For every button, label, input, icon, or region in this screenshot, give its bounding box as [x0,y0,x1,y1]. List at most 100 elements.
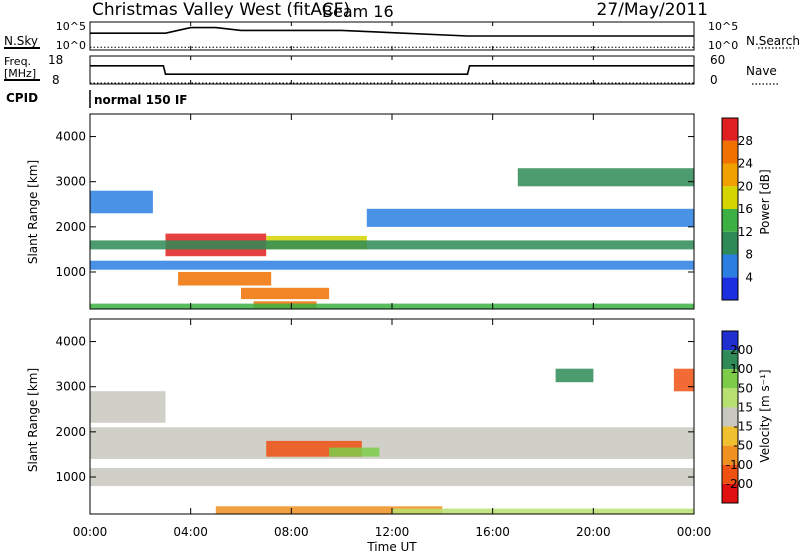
velocity-colorbar-tick-3: 15 [738,400,753,414]
velocity-panel: 1000 2000 3000 4000 Slant Range [km] [26,318,695,515]
freq-panel: Freq. [MHz] 18 8 60 0 Nave [4,53,780,87]
velocity-colorbar-swatch-5 [722,426,738,446]
nsearch-label: N.Search [746,34,800,48]
power-colorbar-swatch-3 [722,209,738,232]
xtick-label-5: 20:00 [576,525,611,539]
time-x-axis: 00:00 04:00 08:00 12:00 16:00 20:00 00:00 [73,22,712,539]
power-colorbar-tick-4: 20 [738,179,753,193]
power-colorbar-swatch-6 [722,140,738,164]
power-region-8 [366,208,694,227]
xtick-label-0: 00:00 [73,525,108,539]
velocity-colorbar-tick-4: -15 [733,420,753,434]
velocity-colorbar-tick-5: -50 [733,439,753,453]
xtick-label-6: 00:00 [677,525,712,539]
power-colorbar: 4 8 12 16 20 24 28 [721,117,753,301]
freq-label: Freq. [4,55,31,68]
nsky-series [90,26,694,48]
xtick-label-3: 12:00 [375,525,410,539]
velocity-colorbar-tick-7: -200 [726,477,753,491]
velocity-colorbar-swatch-7 [722,464,738,484]
velocity-ytick-label-3: 4000 [55,335,86,349]
date-label: 27/May/2011 [597,0,709,20]
nave-tick-bottom: 0 [710,73,718,87]
velocity-colorbar-frame [721,330,739,504]
velocity-region-1 [90,468,694,487]
velocity-colorbar-swatch-6 [722,445,738,465]
velocity-colorbar-label: Velocity [m s⁻¹] [758,369,772,462]
velocity-colorbar-swatch-2 [722,369,738,389]
xtick-label-4: 16:00 [475,525,510,539]
velocity-region-6 [392,508,694,514]
power-region-5 [90,240,694,250]
velocity-colorbar-swatch-8 [722,483,738,503]
x-axis-label: Time UT [366,540,417,554]
power-region-2 [241,287,330,300]
nsky-panel: N.Sky 10^5 10^0 10^5 10^0 N.Search [4,20,800,52]
velocity-region-5 [215,506,443,514]
freq-unit-label: [MHz] [4,67,36,80]
power-colorbar-swatch-4 [722,186,738,209]
power-ytick-label-3: 4000 [55,130,86,144]
power-colorbar-swatch-2 [722,231,738,255]
series-line-freq [90,65,694,75]
beam-label: Beam 16 [322,2,394,21]
xtick-label-1: 04:00 [173,525,208,539]
velocity-heatmap [90,368,694,514]
freq-tick-top: 18 [48,53,63,67]
power-ytick-label-1: 2000 [55,220,86,234]
power-colorbar-tick-0: 4 [745,270,753,284]
power-heatmap [90,168,694,309]
power-region-9 [517,168,694,187]
power-ytick-label-2: 3000 [55,175,86,189]
nave-label: Nave [746,64,777,78]
nsky-tick-bottom: 10^0 [56,39,86,52]
power-colorbar-frame [721,117,739,301]
velocity-region-7 [555,368,594,383]
power-ylabel: Slant Range [km] [26,160,40,264]
power-colorbar-swatch-5 [722,163,738,187]
velocity-ytick-label-0: 1000 [55,470,86,484]
velocity-y-axis: 1000 2000 3000 4000 [55,335,694,484]
velocity-colorbar-tick-1: 100 [730,362,753,376]
station-title: Christmas Valley West (fitACF) [92,0,350,20]
xtick-label-2: 08:00 [274,525,309,539]
nsky-label: N.Sky [4,34,38,48]
velocity-region-0 [90,427,694,459]
velocity-region-4 [329,447,380,457]
power-y-axis: 1000 2000 3000 4000 [55,130,694,279]
freq-tick-bottom: 8 [52,73,60,87]
nsearch-tick-top: 10^5 [708,20,738,33]
freq-series [90,65,694,84]
power-region-6 [90,260,694,270]
nsearch-tick-bottom: 10^0 [708,39,738,52]
velocity-colorbar-tick-2: 50 [738,381,753,395]
velocity-colorbar-swatch-3 [722,388,738,408]
velocity-region-8 [673,368,694,392]
velocity-region-2 [90,391,166,423]
velocity-colorbar-swatch-4 [722,407,738,427]
velocity-ylabel: Slant Range [km] [26,368,40,472]
power-colorbar-tick-3: 16 [738,202,753,216]
series-line-nsky [90,26,694,37]
nsky-tick-top: 10^5 [56,20,86,33]
power-panel: 1000 2000 3000 4000 Slant Range [km] [26,113,695,310]
power-colorbar-tick-1: 8 [745,248,753,262]
power-colorbar-swatch-1 [722,254,738,278]
velocity-ytick-label-2: 3000 [55,380,86,394]
velocity-ytick-label-1: 2000 [55,425,86,439]
cpid-label: CPID [6,91,38,105]
power-region-1 [178,272,272,286]
power-colorbar-label: Power [dB] [758,169,772,234]
power-colorbar-tick-6: 28 [738,134,753,148]
power-region-7 [90,190,153,214]
power-colorbar-tick-2: 12 [738,225,753,239]
cpid-text: normal 150 IF [94,93,188,107]
velocity-colorbar-tick-0: 200 [730,343,753,357]
power-colorbar-tick-5: 24 [738,157,753,171]
power-ytick-label-0: 1000 [55,265,86,279]
velocity-colorbar-swatch-0 [722,331,738,351]
velocity-colorbar: 200 100 50 15 -15 -50 -100 -200 [721,330,753,504]
power-colorbar-swatch-0 [722,277,738,300]
power-colorbar-swatch-7 [722,118,738,141]
